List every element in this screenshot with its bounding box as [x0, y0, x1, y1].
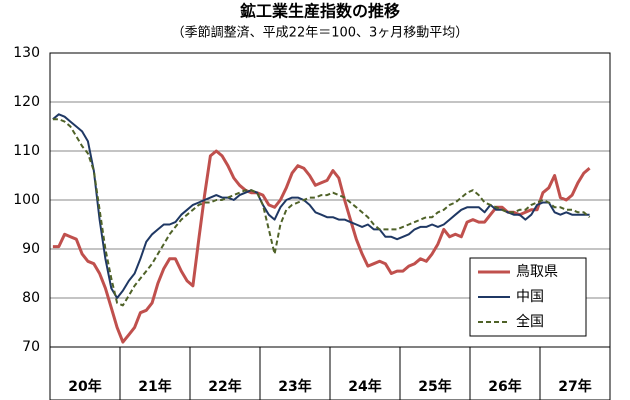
x-tick-label: 25年	[418, 378, 451, 395]
y-tick-label: 90	[22, 241, 40, 257]
series-line	[52, 113, 590, 299]
x-tick-label: 26年	[488, 378, 521, 395]
x-tick-label: 24年	[348, 378, 381, 395]
y-tick-label: 110	[13, 143, 40, 159]
x-tick-label: 21年	[138, 378, 171, 395]
series-line	[52, 118, 591, 307]
y-tick-label: 130	[13, 45, 40, 61]
legend-label: 全国	[516, 313, 544, 330]
x-tick-label: 23年	[278, 378, 311, 395]
x-tick-label: 27年	[558, 378, 591, 395]
chart-title: 鉱工業生産指数の推移	[240, 2, 400, 21]
series-line	[52, 149, 591, 344]
y-tick-label: 100	[13, 192, 40, 208]
chart-subtitle: （季節調整済、平成22年＝100、3ヶ月移動平均）	[172, 25, 469, 41]
y-tick-label: 80	[22, 290, 40, 306]
x-tick-label: 22年	[208, 378, 241, 395]
legend-label: 鳥取県	[516, 264, 558, 280]
y-tick-label: 70	[22, 339, 40, 355]
y-tick-label: 120	[13, 94, 40, 110]
x-tick-label: 20年	[68, 378, 101, 395]
legend-label: 中国	[516, 289, 544, 305]
